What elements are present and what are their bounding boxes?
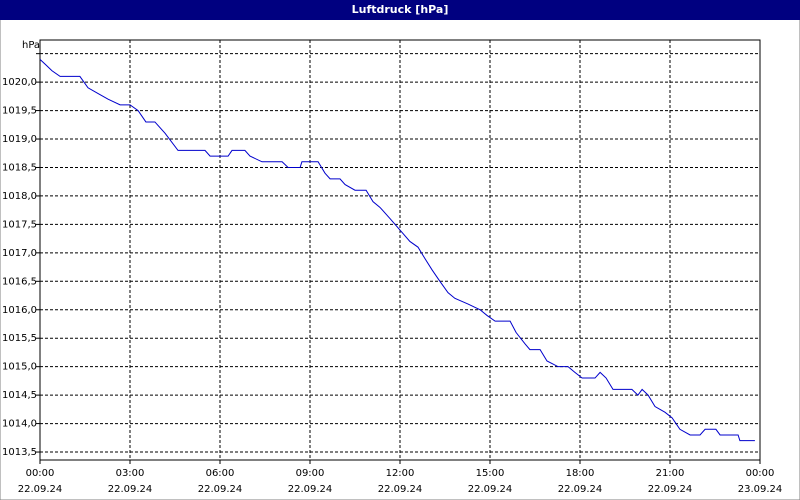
y-tick-label: 1019,0: [2, 134, 37, 145]
x-tick-date: 23.09.24: [738, 484, 783, 495]
x-tick-date: 22.09.24: [378, 484, 423, 495]
x-tick-label: 00:00: [26, 468, 55, 479]
x-tick-label: 21:00: [656, 468, 685, 479]
y-tick-label: 1018,5: [2, 162, 37, 173]
y-tick-label: 1015,0: [2, 362, 37, 373]
x-tick-date: 22.09.24: [558, 484, 603, 495]
x-tick-label: 06:00: [206, 468, 235, 479]
chart-title: Luftdruck [hPa]: [352, 3, 449, 16]
x-tick-label: 09:00: [296, 468, 325, 479]
y-tick-label: 1017,0: [2, 248, 37, 259]
y-tick-label: 1014,0: [2, 419, 37, 430]
x-tick-label: 18:00: [566, 468, 595, 479]
y-tick-label: 1013,5: [2, 447, 37, 458]
y-tick-label: 1019,5: [2, 106, 37, 117]
x-tick-label: 03:00: [116, 468, 145, 479]
x-tick-date: 22.09.24: [198, 484, 243, 495]
y-tick-label: 1015,5: [2, 333, 37, 344]
title-bar: [0, 0, 800, 20]
x-tick-date: 22.09.24: [648, 484, 693, 495]
line-series: [39, 58, 755, 442]
y-tick-label: 1016,0: [2, 305, 37, 316]
y-tick-label: 1017,5: [2, 219, 37, 230]
x-tick-label: 15:00: [476, 468, 505, 479]
x-tick-date: 22.09.24: [18, 484, 63, 495]
y-tick-label: 1020,0: [2, 77, 37, 88]
x-tick-label: 00:00: [746, 468, 775, 479]
x-tick-date: 22.09.24: [108, 484, 153, 495]
y-unit: hPa: [22, 40, 40, 51]
x-tick-label: 12:00: [386, 468, 415, 479]
y-tick-label: 1018,0: [2, 191, 37, 202]
y-tick-label: 1014,5: [2, 390, 37, 401]
x-tick-date: 22.09.24: [288, 484, 333, 495]
y-tick-label: 1016,5: [2, 276, 37, 287]
x-tick-date: 22.09.24: [468, 484, 513, 495]
